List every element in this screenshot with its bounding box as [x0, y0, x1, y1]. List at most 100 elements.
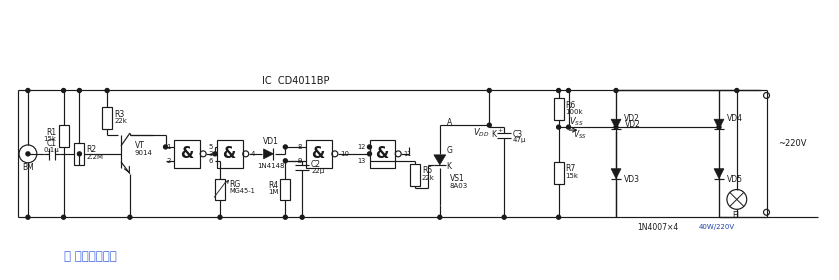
Text: VT: VT	[135, 141, 144, 150]
Circle shape	[614, 88, 618, 92]
Text: ~220V: ~220V	[779, 139, 807, 148]
Text: 40W/220V: 40W/220V	[699, 224, 735, 230]
Circle shape	[438, 215, 442, 219]
Text: 图 声控开关电路: 图 声控开关电路	[64, 250, 117, 263]
Bar	[369, 140, 395, 168]
Circle shape	[77, 152, 81, 156]
Text: 0.1μ: 0.1μ	[44, 147, 60, 153]
Circle shape	[61, 215, 65, 219]
Text: R7: R7	[565, 164, 576, 173]
Text: 11: 11	[404, 151, 411, 157]
Text: VD2: VD2	[624, 114, 640, 123]
Circle shape	[556, 88, 560, 92]
Bar	[217, 140, 242, 168]
Text: &: &	[375, 146, 388, 161]
Circle shape	[367, 145, 372, 149]
Circle shape	[487, 123, 492, 127]
Text: 100k: 100k	[565, 109, 583, 115]
Text: VD2: VD2	[625, 120, 641, 129]
Circle shape	[566, 125, 571, 129]
Text: &: &	[222, 146, 236, 161]
Circle shape	[284, 159, 287, 163]
Circle shape	[26, 152, 30, 156]
Text: VD5: VD5	[727, 175, 743, 184]
Text: 22k: 22k	[114, 118, 127, 124]
Text: R2: R2	[86, 145, 96, 154]
Text: &: &	[311, 146, 325, 161]
Text: R3: R3	[114, 110, 124, 119]
Circle shape	[300, 215, 305, 219]
Text: A: A	[446, 118, 452, 127]
Text: C2: C2	[311, 160, 321, 169]
Text: 15k: 15k	[565, 173, 579, 179]
Circle shape	[566, 88, 571, 92]
Circle shape	[284, 215, 287, 219]
Text: K: K	[491, 130, 496, 139]
Text: C1: C1	[47, 139, 57, 148]
Circle shape	[105, 88, 109, 92]
Text: $V_{DD}$: $V_{DD}$	[473, 127, 490, 139]
Circle shape	[487, 88, 492, 92]
Bar	[554, 162, 564, 184]
Text: 8: 8	[298, 144, 302, 150]
Circle shape	[503, 215, 506, 219]
Text: 2.2M: 2.2M	[86, 154, 103, 160]
Polygon shape	[434, 155, 446, 165]
Text: 1: 1	[166, 144, 170, 150]
Text: MG45-1: MG45-1	[229, 188, 255, 195]
Text: C3: C3	[513, 130, 524, 139]
Text: VD1: VD1	[263, 137, 279, 146]
Text: 2: 2	[166, 158, 170, 164]
Text: $V_{SS}$: $V_{SS}$	[569, 116, 584, 129]
Text: IC  CD4011BP: IC CD4011BP	[263, 76, 330, 86]
Text: 1M: 1M	[268, 190, 279, 195]
Circle shape	[26, 88, 30, 92]
Text: 22μ: 22μ	[311, 168, 325, 174]
Bar	[410, 164, 420, 186]
Polygon shape	[714, 169, 724, 179]
Bar	[102, 107, 112, 129]
Bar	[306, 140, 332, 168]
Circle shape	[367, 152, 372, 156]
Circle shape	[717, 125, 721, 129]
Circle shape	[61, 88, 65, 92]
Text: VD4: VD4	[727, 114, 743, 123]
Text: EL: EL	[732, 211, 742, 220]
Text: 47μ: 47μ	[513, 137, 526, 143]
Text: 12: 12	[357, 144, 366, 150]
Circle shape	[213, 152, 217, 156]
Polygon shape	[263, 149, 274, 159]
Text: 10: 10	[340, 151, 349, 157]
Circle shape	[164, 145, 168, 149]
Circle shape	[556, 215, 560, 219]
Circle shape	[735, 88, 739, 92]
Bar	[215, 179, 225, 200]
Text: VS1: VS1	[450, 174, 465, 183]
Text: 5: 5	[209, 144, 213, 150]
Polygon shape	[714, 119, 724, 129]
Text: 1N4007×4: 1N4007×4	[637, 223, 678, 232]
Circle shape	[77, 88, 81, 92]
Text: 4: 4	[251, 151, 255, 157]
Circle shape	[128, 215, 132, 219]
Text: 13: 13	[357, 158, 366, 164]
Text: 3: 3	[208, 151, 212, 157]
Text: 22k: 22k	[422, 175, 435, 181]
Text: VD3: VD3	[624, 175, 640, 184]
Text: $V_{SS}$: $V_{SS}$	[574, 129, 587, 141]
Text: 1N4148: 1N4148	[257, 163, 284, 169]
Circle shape	[284, 145, 287, 149]
Polygon shape	[611, 119, 621, 129]
Text: R1: R1	[46, 128, 57, 137]
Text: +: +	[498, 128, 503, 133]
Circle shape	[26, 215, 30, 219]
Bar	[175, 140, 201, 168]
Bar	[280, 179, 290, 200]
Text: 15k: 15k	[44, 136, 57, 142]
Text: R6: R6	[565, 101, 576, 110]
Text: 9: 9	[298, 158, 302, 164]
Circle shape	[614, 125, 618, 129]
Text: R5: R5	[422, 166, 432, 175]
Text: RG: RG	[229, 180, 240, 189]
Text: 9014: 9014	[135, 150, 153, 156]
